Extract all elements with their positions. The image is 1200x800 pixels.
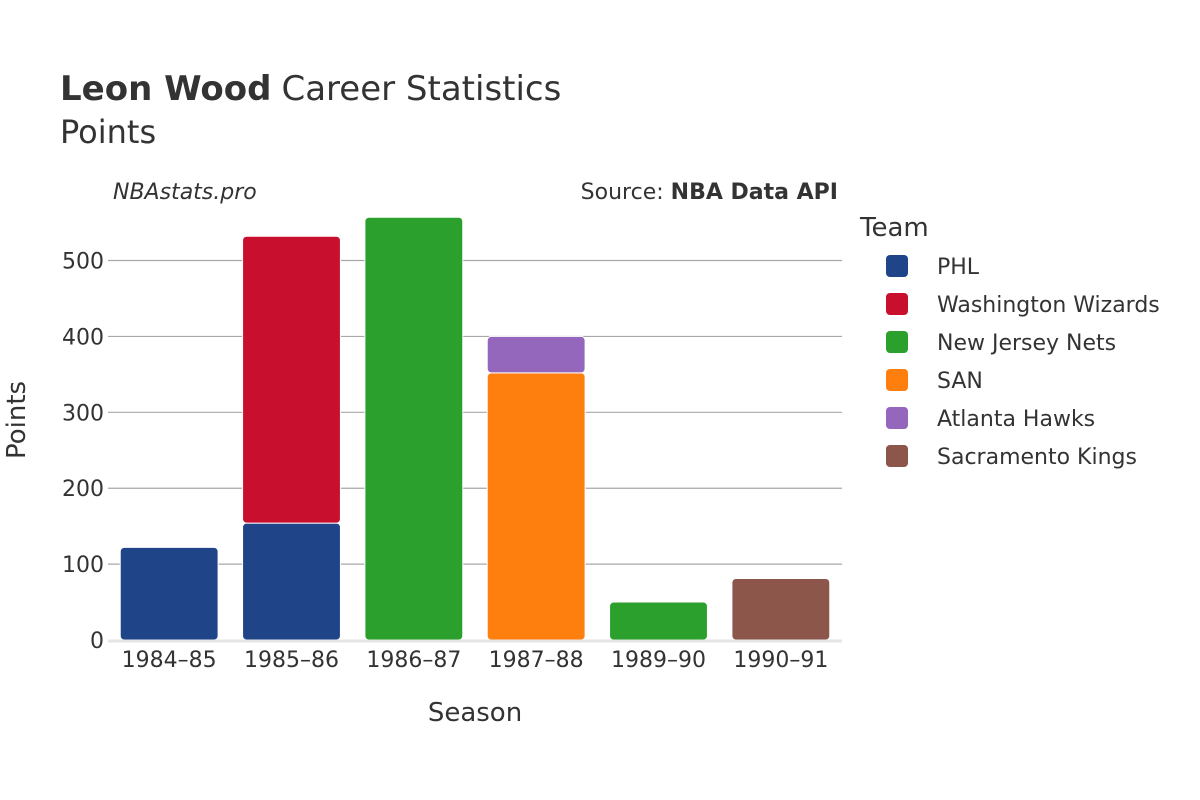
- y-axis-ticks: 0 100 200 300 400 500: [62, 250, 104, 654]
- legend-label: New Jersey Nets: [937, 331, 1116, 356]
- x-tick-label: 1986–87: [366, 648, 461, 673]
- legend-swatch: [886, 331, 908, 353]
- legend-swatch: [886, 445, 908, 467]
- source-note: Source: NBA Data API: [581, 180, 838, 205]
- legend-label: SAN: [937, 369, 983, 394]
- legend-swatch: [886, 369, 908, 391]
- chart-title-rest: Career Statistics: [281, 69, 561, 109]
- x-axis-ticks: 1984–85 1985–86 1986–87 1987–88 1989–90 1990–…: [122, 648, 829, 673]
- x-tick-label: 1990–91: [733, 648, 828, 673]
- legend-label: Sacramento Kings: [937, 445, 1137, 470]
- bar-segment: [364, 216, 464, 641]
- legend-swatch: [886, 407, 908, 429]
- chart-subtitle: Points: [60, 113, 156, 151]
- chart-title-player: Leon Wood: [60, 69, 271, 109]
- bar-segment: [242, 235, 341, 524]
- bar-segment: [486, 335, 586, 374]
- x-tick-label: 1989–90: [611, 648, 706, 673]
- legend-swatch: [886, 255, 908, 277]
- bar-segment: [731, 578, 831, 641]
- bar-segment: [486, 372, 586, 641]
- source-prefix: Source:: [581, 180, 664, 205]
- y-tick-label: 0: [90, 629, 104, 654]
- legend-label: Washington Wizards: [937, 293, 1160, 318]
- bar-segment: [119, 546, 219, 641]
- x-tick-label: 1987–88: [489, 648, 584, 673]
- y-tick-label: 300: [62, 401, 104, 426]
- legend-label: PHL: [937, 255, 980, 280]
- x-tick-label: 1984–85: [122, 648, 217, 673]
- y-tick-label: 500: [62, 250, 104, 275]
- legend: Team PHL Washington Wizards New Jersey Net…: [859, 213, 1160, 470]
- gridlines: [108, 259, 842, 565]
- y-tick-label: 400: [62, 325, 104, 350]
- y-tick-label: 100: [62, 553, 104, 578]
- x-axis-title: Season: [428, 698, 522, 728]
- site-watermark: NBAstats.pro: [113, 180, 257, 205]
- y-tick-label: 200: [62, 477, 104, 502]
- bar-segment: [609, 601, 708, 641]
- x-tick-label: 1985–86: [244, 648, 339, 673]
- legend-swatch: [886, 293, 908, 315]
- chart-title: Leon Wood Career Statistics: [60, 69, 561, 109]
- legend-label: Atlanta Hawks: [937, 407, 1095, 432]
- bars: [119, 216, 831, 641]
- y-axis-title: Points: [2, 381, 32, 459]
- bar-segment: [242, 522, 341, 641]
- source-name: NBA Data API: [671, 180, 838, 205]
- legend-title: Team: [859, 213, 929, 243]
